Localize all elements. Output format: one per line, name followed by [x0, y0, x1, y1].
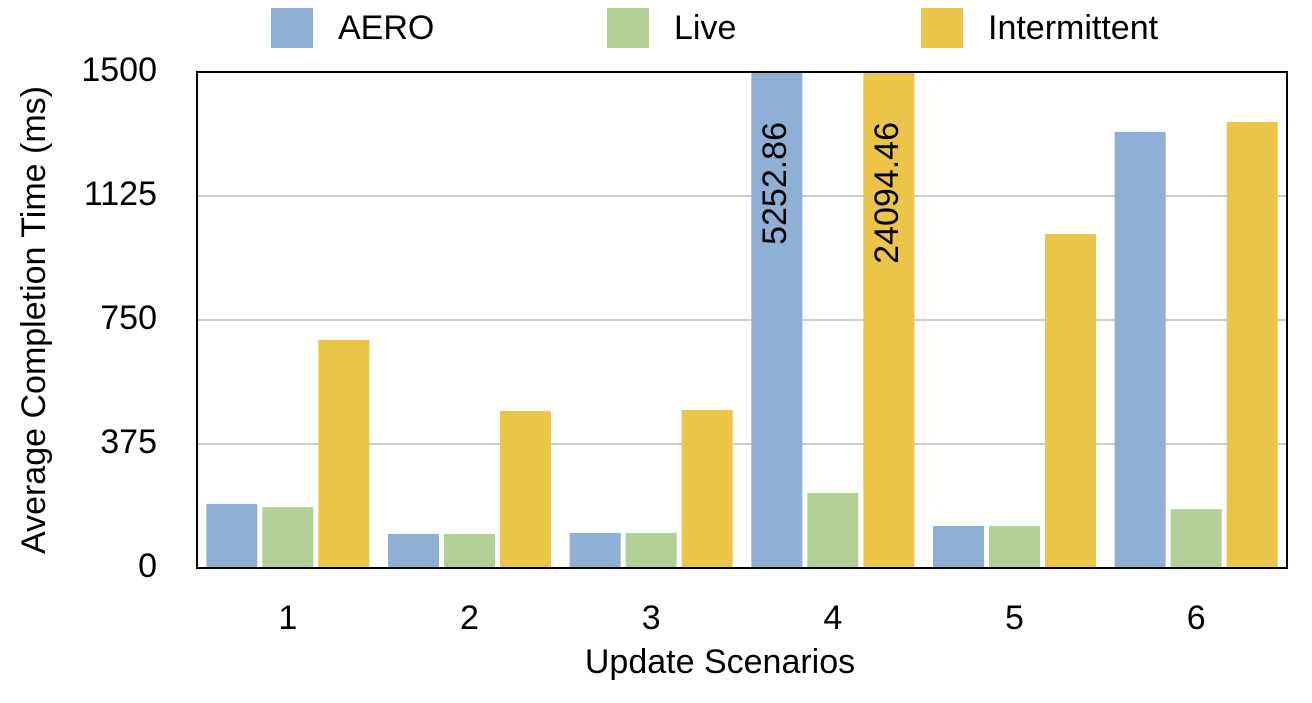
x-tick-label: 6 [1187, 599, 1206, 637]
bar [1114, 131, 1166, 569]
x-tick-label: 2 [460, 599, 479, 637]
bar [807, 492, 859, 568]
bar [500, 410, 551, 568]
bar [1170, 509, 1222, 568]
bar [625, 532, 677, 568]
bar [863, 72, 915, 568]
x-tick-label: 1 [278, 599, 297, 637]
legend-label: AERO [338, 9, 434, 47]
y-tick-label: 375 [100, 423, 157, 461]
x-tick-label: 3 [642, 599, 661, 637]
legend-label: Intermittent [988, 9, 1159, 47]
bar [262, 507, 314, 568]
bar [206, 503, 258, 568]
bar [388, 533, 439, 568]
bar [751, 72, 803, 568]
bar [933, 526, 984, 568]
x-tick-label: 5 [1005, 599, 1024, 637]
bar [569, 532, 621, 568]
y-tick-label: 750 [100, 299, 157, 337]
legend-swatch [607, 8, 649, 48]
y-tick-label: 0 [138, 547, 157, 585]
bar [681, 409, 733, 568]
legend-swatch [271, 8, 313, 48]
value-label: 5252.86 [756, 122, 794, 245]
bar [1226, 121, 1278, 568]
bar [1045, 234, 1096, 568]
bar [444, 533, 495, 568]
x-tick-label: 4 [823, 599, 842, 637]
y-tick-label: 1125 [84, 175, 157, 213]
y-tick-label: 1500 [81, 51, 157, 89]
legend-swatch [921, 8, 963, 48]
bar [989, 526, 1040, 568]
x-axis-title: Update Scenarios [585, 643, 855, 681]
plot-frame [196, 71, 1288, 569]
bar [318, 339, 370, 568]
legend-label: Live [674, 9, 736, 47]
value-label: 24094.46 [868, 122, 906, 264]
y-axis-title: Average Completion Time (ms) [15, 86, 53, 554]
